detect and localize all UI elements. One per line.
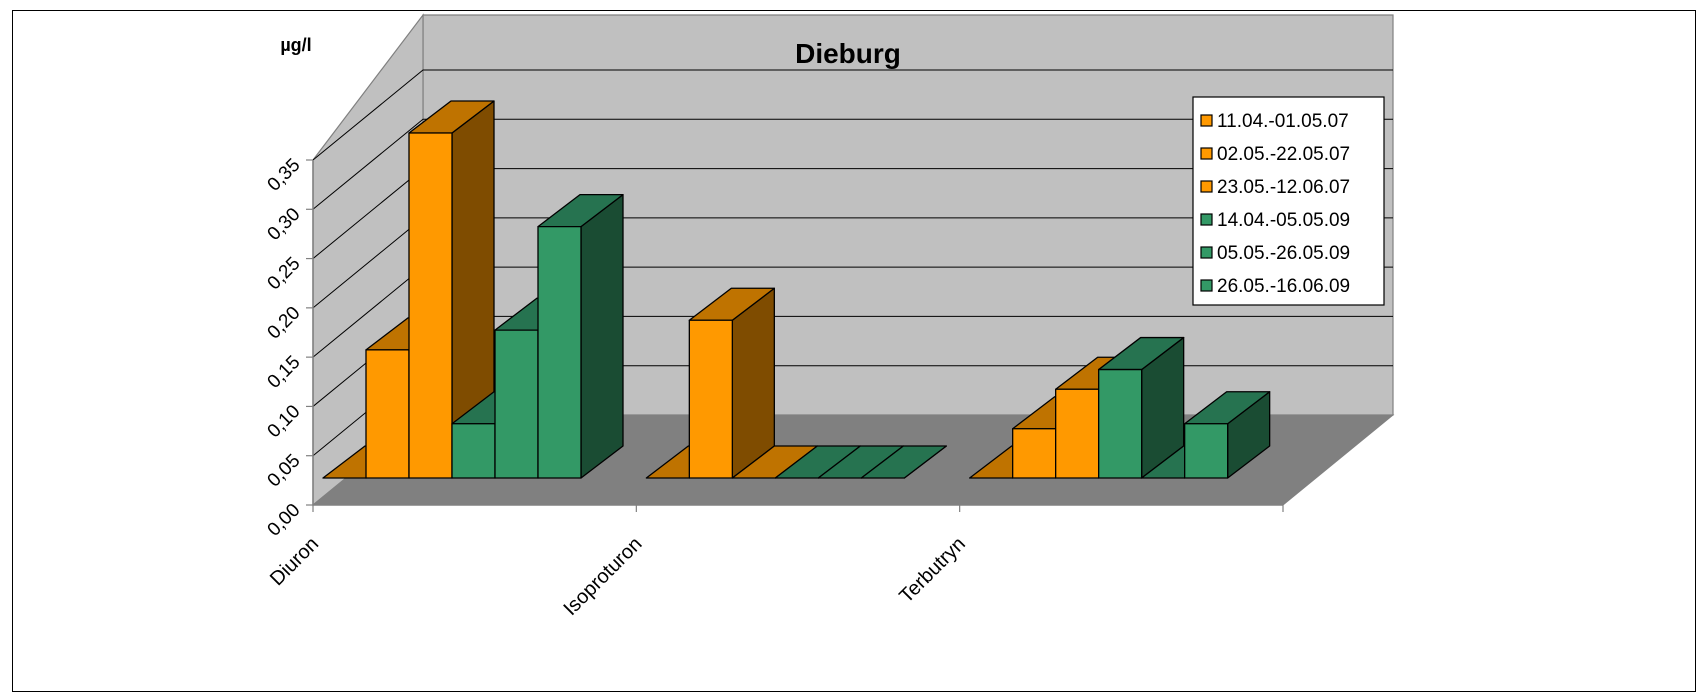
y-tick-label: 0,00 — [264, 500, 305, 541]
legend-swatch — [1200, 246, 1213, 259]
bar — [1055, 388, 1100, 479]
y-tick-label: 0,35 — [264, 155, 305, 196]
bar — [451, 423, 496, 479]
legend-entry: 26.05.-16.06.09 — [1217, 276, 1350, 297]
bar — [365, 349, 410, 479]
y-axis: 0,00 0,05 0,10 0,15 0,20 0,25 0,30 0,35 — [264, 155, 1284, 541]
bar-side — [580, 193, 624, 479]
y-tick-label: 0,15 — [264, 352, 305, 393]
bar-top — [860, 445, 947, 479]
bar — [688, 319, 733, 479]
y-tick-label: 0,05 — [264, 450, 305, 491]
legend-box — [1192, 96, 1385, 306]
legend-swatch — [1200, 180, 1213, 193]
legend-entry: 11.04.-01.05.07 — [1217, 111, 1349, 132]
bar-side — [731, 287, 775, 479]
legend-swatch — [1200, 147, 1213, 160]
chart-frame: 0,00 0,05 0,10 0,15 0,20 0,25 0,30 0,35 Diuron I… — [12, 10, 1696, 692]
gridline — [312, 69, 1393, 161]
category-label: Isoproturon — [559, 533, 646, 620]
category-labels: Diuron Isoproturon Terbutryn — [266, 533, 970, 620]
legend-swatch — [1200, 279, 1213, 292]
category-label: Diuron — [266, 533, 323, 590]
chart-svg: 0,00 0,05 0,10 0,15 0,20 0,25 0,30 0,35 Diuron I… — [264, 13, 1395, 620]
bar — [494, 329, 539, 479]
legend-entry: 02.05.-22.05.07 — [1217, 144, 1350, 165]
bar — [1012, 428, 1057, 479]
legend-swatch — [1200, 114, 1213, 127]
bar — [1184, 423, 1229, 479]
legend-swatch — [1200, 213, 1213, 226]
y-tick-label: 0,20 — [264, 303, 305, 344]
legend-entry: 05.05.-26.05.09 — [1217, 243, 1350, 264]
legend-entry: 23.05.-12.06.07 — [1217, 177, 1350, 198]
y-tick-label: 0,25 — [264, 253, 305, 294]
bar — [408, 132, 453, 479]
y-axis-unit: µg/l — [280, 35, 311, 55]
y-tick-label: 0,10 — [264, 401, 305, 442]
legend: 11.04.-01.05.07 02.05.-22.05.07 23.05.-12.… — [1192, 96, 1385, 306]
bar — [1098, 368, 1143, 479]
legend-entry: 14.04.-05.05.09 — [1217, 210, 1350, 231]
bar — [537, 225, 582, 479]
chart-title: Dieburg — [795, 38, 901, 69]
bars — [322, 100, 1271, 479]
y-tick-label: 0,30 — [264, 204, 305, 245]
category-label: Terbutryn — [895, 533, 970, 608]
gridline — [312, 118, 1393, 210]
